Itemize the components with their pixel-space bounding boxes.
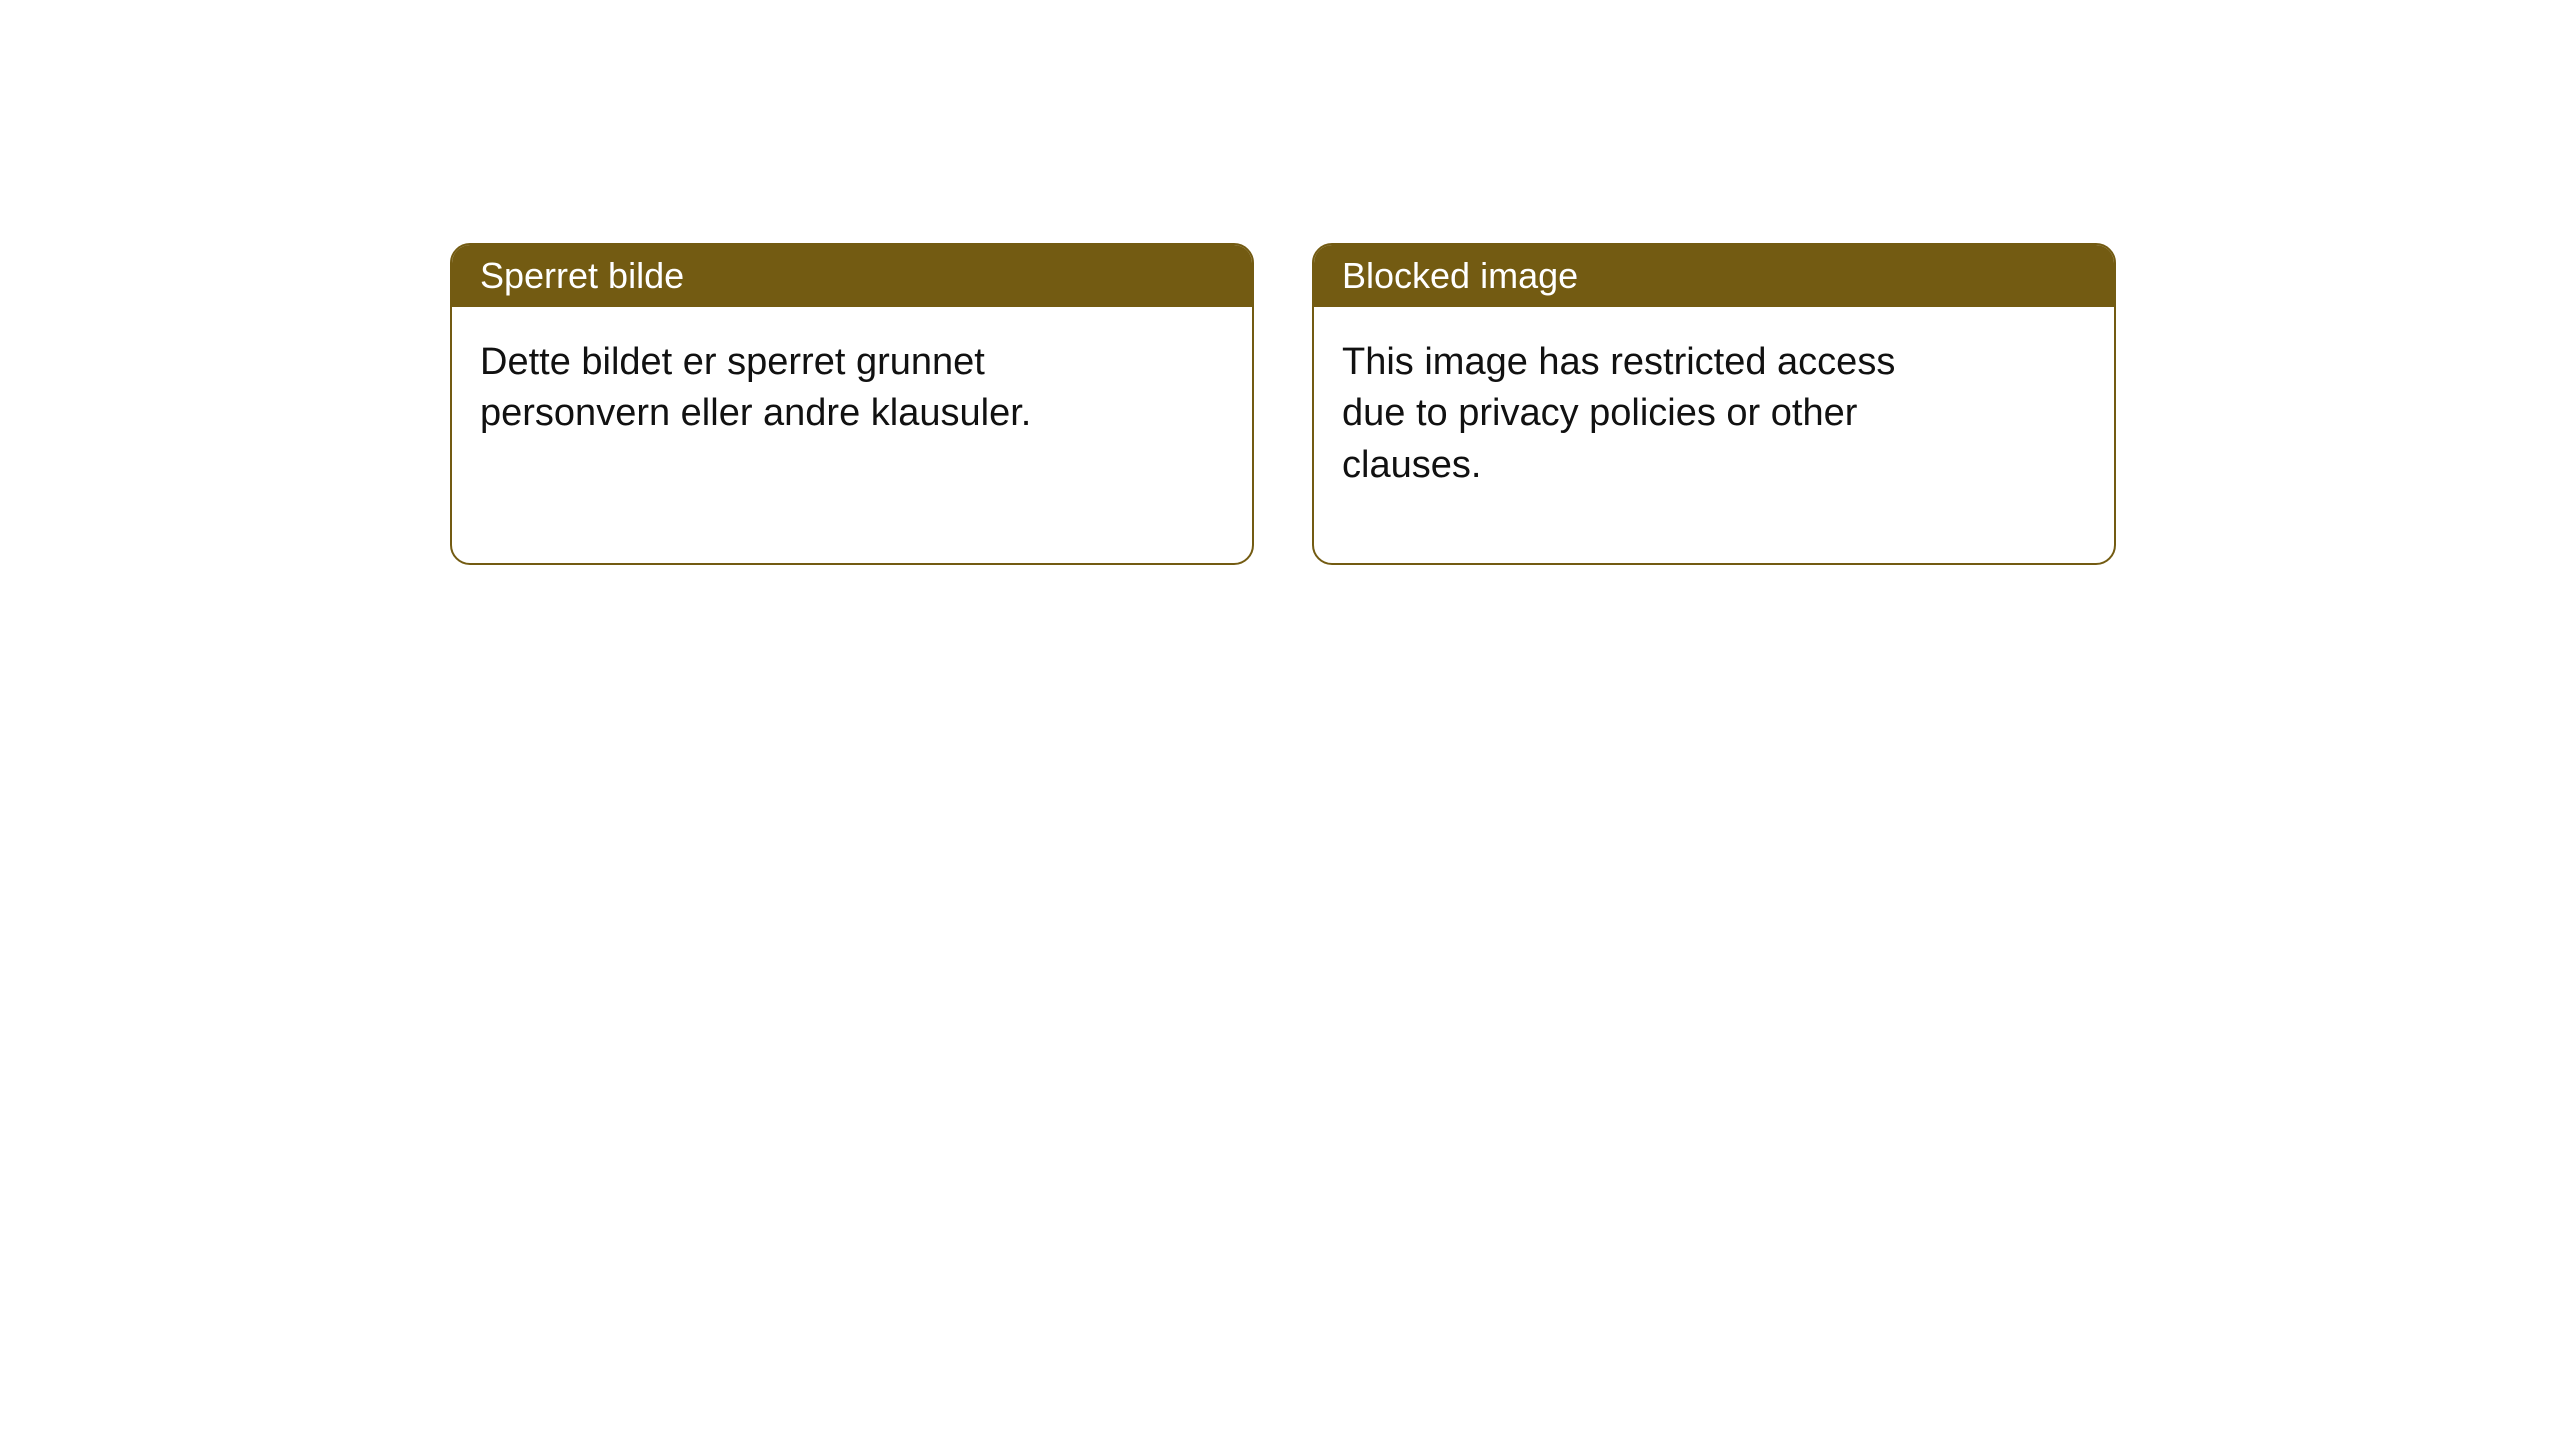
notice-cards-container: Sperret bilde Dette bildet er sperret gr… — [0, 0, 2560, 565]
notice-card-norwegian: Sperret bilde Dette bildet er sperret gr… — [450, 243, 1254, 565]
card-body-text: Dette bildet er sperret grunnet personve… — [480, 341, 1031, 434]
card-body: Dette bildet er sperret grunnet personve… — [452, 307, 1132, 512]
card-title: Sperret bilde — [480, 255, 684, 296]
card-body-text: This image has restricted access due to … — [1342, 341, 1895, 486]
card-header: Sperret bilde — [452, 245, 1252, 307]
card-header: Blocked image — [1314, 245, 2114, 307]
card-body: This image has restricted access due to … — [1314, 307, 1994, 563]
notice-card-english: Blocked image This image has restricted … — [1312, 243, 2116, 565]
card-title: Blocked image — [1342, 255, 1578, 296]
